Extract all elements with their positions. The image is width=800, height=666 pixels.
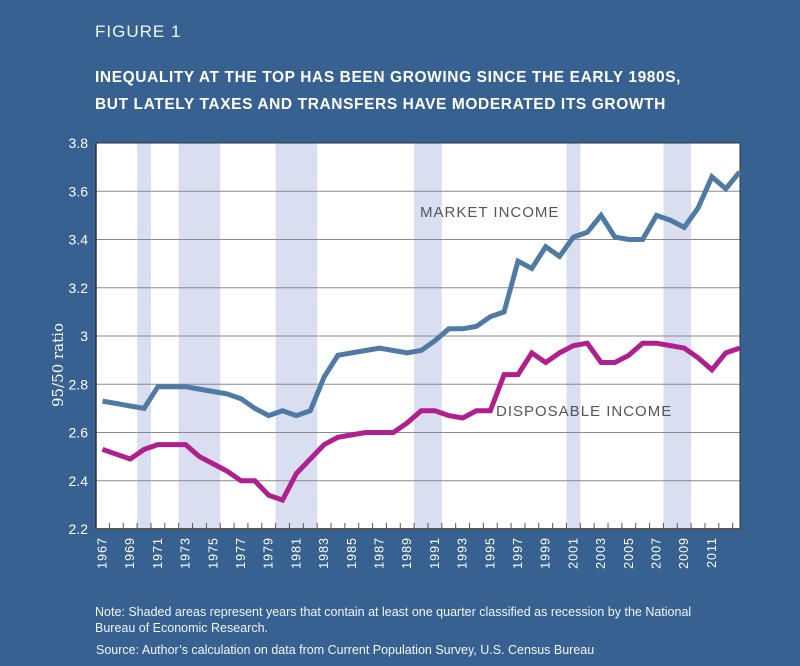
chart-title: INEQUALITY AT THE TOP HAS BEEN GROWING S… (95, 64, 681, 118)
x-tick-label: 1995 (483, 537, 497, 569)
x-tick-label: 1977 (234, 537, 248, 569)
market-income-label: MARKET INCOME (420, 204, 559, 221)
x-tick-label: 1971 (151, 537, 165, 569)
y-tick-label: 2.2 (69, 521, 89, 537)
y-tick-label: 2.8 (69, 376, 89, 392)
x-tick-label: 2005 (622, 537, 636, 569)
figure-label: FIGURE 1 (95, 22, 182, 41)
x-tick-label: 1969 (123, 537, 137, 569)
y-tick-label: 3 (80, 328, 88, 344)
x-tick-label: 1989 (400, 537, 414, 569)
x-tick-label: 1973 (179, 537, 193, 569)
y-tick-label: 3.2 (69, 280, 89, 296)
disposable-income-label: DISPOSABLE INCOME (496, 403, 672, 420)
x-tick-label: 1999 (539, 537, 553, 569)
x-tick-label: 2009 (677, 537, 691, 569)
chart-title-line-2: BUT LATELY TAXES AND TRANSFERS HAVE MODE… (95, 96, 666, 113)
y-tick-label: 2.4 (69, 473, 89, 489)
y-tick-label: 3.8 (69, 135, 89, 151)
x-tick-label: 1987 (373, 537, 387, 569)
x-tick-label: 1975 (206, 537, 220, 569)
x-tick-label: 1979 (262, 537, 276, 569)
x-tick-label: 1997 (511, 537, 525, 569)
x-tick-label: 1985 (345, 537, 359, 569)
y-tick-label: 3.4 (69, 232, 89, 248)
y-tick-label: 2.6 (69, 425, 89, 441)
x-tick-label: 1983 (317, 537, 331, 569)
x-tick-label: 2007 (650, 537, 664, 569)
x-tick-label: 2003 (594, 537, 608, 569)
x-tick-label: 1967 (96, 537, 110, 569)
chart-source: Source: Author’s calculation on data fro… (96, 643, 595, 657)
chart-title-line-1: INEQUALITY AT THE TOP HAS BEEN GROWING S… (95, 69, 682, 86)
chart-note: Note: Shaded areas represent years that … (95, 605, 692, 635)
x-tick-label: 1991 (428, 537, 442, 569)
x-tick-label: 1993 (456, 537, 470, 569)
x-tick-label: 1981 (289, 537, 303, 569)
y-tick-label: 3.6 (69, 183, 89, 199)
x-tick-label: 2011 (705, 537, 719, 568)
x-tick-label: 2001 (566, 537, 580, 569)
